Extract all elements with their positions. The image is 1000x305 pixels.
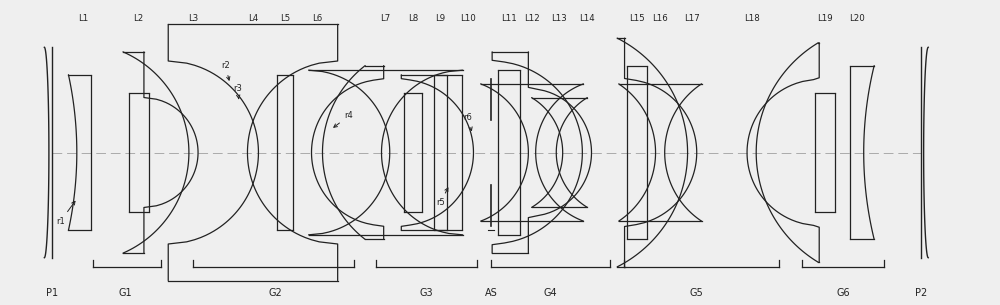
- Text: L11: L11: [501, 13, 517, 23]
- Text: L10: L10: [460, 13, 476, 23]
- Text: G6: G6: [836, 288, 850, 298]
- Text: G5: G5: [690, 288, 704, 298]
- Text: L12: L12: [524, 13, 540, 23]
- Text: G1: G1: [118, 288, 132, 298]
- Text: L5: L5: [280, 13, 290, 23]
- Text: L14: L14: [579, 13, 595, 23]
- Text: P2: P2: [915, 288, 927, 298]
- Text: L9: L9: [435, 13, 446, 23]
- Text: L3: L3: [188, 13, 199, 23]
- Text: r4: r4: [334, 111, 353, 127]
- Text: L8: L8: [408, 13, 418, 23]
- Text: P1: P1: [46, 288, 58, 298]
- Text: L15: L15: [629, 13, 645, 23]
- Text: L18: L18: [744, 13, 760, 23]
- Text: G4: G4: [544, 288, 557, 298]
- Text: L2: L2: [133, 13, 144, 23]
- Text: L7: L7: [380, 13, 391, 23]
- Text: G3: G3: [420, 288, 434, 298]
- Text: L6: L6: [312, 13, 322, 23]
- Text: r1: r1: [56, 201, 75, 226]
- Text: L16: L16: [652, 13, 668, 23]
- Text: r5: r5: [436, 188, 448, 207]
- Text: r2: r2: [221, 61, 230, 80]
- Text: r3: r3: [233, 84, 242, 99]
- Text: L4: L4: [248, 13, 258, 23]
- Text: L19: L19: [817, 13, 833, 23]
- Text: L13: L13: [552, 13, 567, 23]
- Text: G2: G2: [269, 288, 283, 298]
- Text: L20: L20: [849, 13, 865, 23]
- Text: AS: AS: [484, 288, 497, 298]
- Text: L17: L17: [684, 13, 700, 23]
- Text: r6: r6: [463, 113, 472, 131]
- Text: L1: L1: [79, 13, 89, 23]
